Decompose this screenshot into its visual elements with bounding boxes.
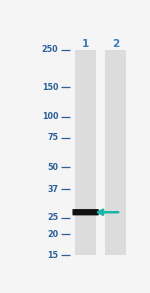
- Text: 75: 75: [47, 133, 58, 142]
- Text: 250: 250: [42, 45, 58, 54]
- Text: 50: 50: [47, 163, 58, 172]
- Text: 15: 15: [47, 251, 58, 260]
- Text: 20: 20: [47, 230, 58, 239]
- Text: 1: 1: [82, 39, 89, 49]
- Text: 100: 100: [42, 112, 58, 121]
- Text: 150: 150: [42, 83, 58, 92]
- Text: 25: 25: [47, 213, 58, 222]
- Bar: [105, 50, 126, 255]
- Text: 2: 2: [112, 39, 119, 49]
- Text: 37: 37: [47, 185, 58, 194]
- Bar: [75, 50, 96, 255]
- FancyBboxPatch shape: [72, 209, 99, 215]
